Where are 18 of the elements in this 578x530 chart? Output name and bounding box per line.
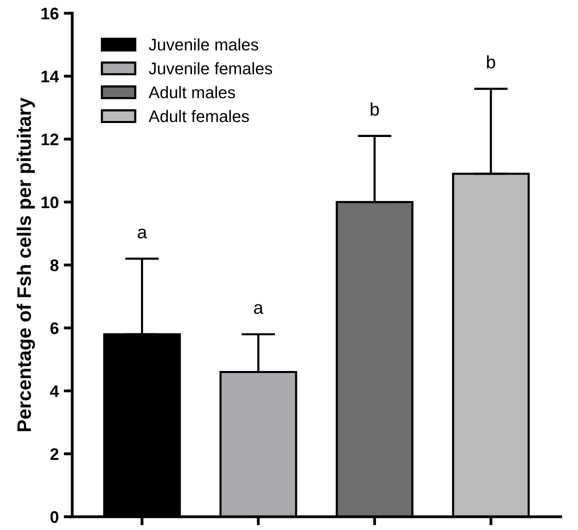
legend-label: Adult females [148, 110, 249, 122]
y-tick-label: 16 [42, 8, 58, 20]
y-tick-label: 14 [42, 70, 59, 82]
annotation: b [487, 55, 496, 69]
y-tick-label: 4 [50, 385, 59, 397]
y-tick-label: 8 [50, 259, 59, 272]
annotation: b [370, 102, 379, 116]
legend-label: Adult males [148, 86, 236, 98]
legend-label: Juvenile females [148, 62, 272, 74]
y-tick-label: 6 [50, 322, 58, 334]
y-tick-label: 10 [42, 196, 58, 208]
annotation: a [254, 304, 264, 314]
y-tick-label: 12 [42, 134, 58, 146]
annotation: a [138, 228, 148, 238]
y-tick-label: 0 [50, 511, 58, 523]
legend-label: Juvenile males [148, 38, 258, 51]
y-tick-label: 2 [50, 448, 58, 460]
y-axis-title: Percentage of Fsh cells per pituitary [16, 98, 35, 432]
